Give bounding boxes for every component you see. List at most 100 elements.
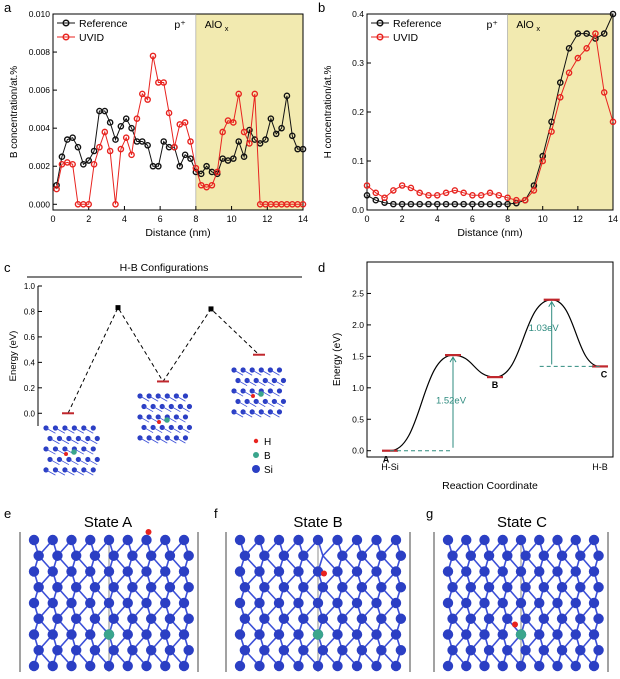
- si-atom: [376, 550, 387, 561]
- data-point-uvid: [390, 187, 397, 194]
- si-atom: [254, 534, 265, 546]
- si-bond: [270, 411, 280, 418]
- data-point-uvid: [609, 118, 617, 126]
- si-atom: [145, 550, 157, 561]
- si-bond: [74, 448, 85, 455]
- si-atom: [376, 613, 387, 624]
- data-point-reference: [363, 191, 371, 199]
- barrier-arrowhead: [548, 300, 556, 307]
- data-point-uvid: [556, 94, 564, 101]
- si-bond: [55, 427, 66, 434]
- si-atom: [276, 388, 283, 394]
- legend-marker: [376, 33, 384, 41]
- si-atom: [376, 645, 387, 656]
- structure-state-a: [19, 529, 199, 672]
- si-atom: [479, 566, 490, 577]
- si-atom: [182, 435, 189, 441]
- si-atom: [317, 613, 329, 624]
- data-point-uvid: [138, 90, 146, 98]
- barrier-label: 1.03eV: [529, 323, 560, 334]
- si-atom: [276, 367, 283, 373]
- si-atom: [312, 534, 324, 546]
- si-atom: [103, 534, 115, 546]
- x-tick-label: 0: [50, 214, 55, 224]
- si-bond: [167, 437, 177, 444]
- si-atom: [183, 645, 194, 656]
- data-point-reference: [203, 162, 210, 170]
- data-point-uvid: [192, 164, 200, 172]
- si-bond: [157, 395, 168, 402]
- si-atom: [588, 660, 600, 672]
- y-tick-label: 0.1: [352, 156, 364, 166]
- si-atom: [122, 566, 133, 577]
- chart-c-hb-configurations: H-B Configurations 0.0 0.2 0.4 0.6 0.8 1.0 Ener…: [8, 262, 302, 476]
- y-tick-label: 0.5: [352, 414, 364, 424]
- si-atom: [588, 566, 600, 577]
- b-atom: [515, 629, 527, 640]
- x-axis-label: Distance (nm): [145, 227, 210, 239]
- si-bond: [83, 469, 94, 476]
- si-bond: [176, 437, 186, 444]
- si-atom: [186, 403, 193, 410]
- si-bond: [49, 438, 60, 445]
- data-point-uvid: [565, 69, 573, 77]
- si-atom: [497, 660, 508, 672]
- si-bond: [68, 459, 79, 466]
- si-atom: [317, 645, 329, 656]
- si-atom: [356, 645, 368, 656]
- data-point-reference: [85, 157, 93, 164]
- si-bond: [78, 438, 89, 445]
- si-atom: [534, 566, 545, 577]
- si-bond: [87, 438, 98, 445]
- y-axis-label: Energy (eV): [8, 331, 19, 382]
- si-atom: [351, 566, 363, 577]
- si-atom: [556, 645, 568, 656]
- si-atom: [465, 582, 477, 593]
- si-atom: [395, 550, 407, 561]
- si-atom: [70, 550, 82, 561]
- data-point-reference: [272, 130, 280, 138]
- si-atom: [164, 645, 176, 656]
- data-point-reference: [197, 170, 205, 178]
- si-atom: [90, 467, 96, 473]
- si-atom: [280, 398, 287, 405]
- config-structure-2: [137, 393, 193, 444]
- si-atom: [390, 660, 402, 672]
- data-point-uvid: [398, 182, 406, 189]
- si-atom: [183, 550, 194, 561]
- legend-atom-label: B: [264, 451, 271, 462]
- data-point-reference: [80, 161, 87, 168]
- si-atom: [593, 550, 604, 561]
- y-tick-label: 0.4: [24, 358, 36, 367]
- data-point-uvid: [58, 161, 66, 168]
- si-atom: [234, 629, 246, 640]
- x-tick-label: 8: [193, 214, 198, 224]
- si-atom: [461, 566, 472, 577]
- b-atom: [103, 629, 115, 640]
- si-bond: [246, 401, 257, 408]
- si-atom: [465, 550, 477, 561]
- si-atom: [127, 582, 138, 593]
- si-atom: [390, 597, 402, 609]
- data-point-reference: [181, 151, 189, 159]
- barrier-label: 1.52eV: [436, 396, 467, 407]
- data-point-reference: [299, 145, 307, 153]
- si-atom: [145, 645, 157, 656]
- x-tick-label: 14: [608, 214, 618, 224]
- si-atom: [234, 597, 246, 609]
- data-point-uvid: [433, 191, 441, 199]
- si-atom: [312, 566, 324, 577]
- si-atom: [253, 398, 259, 405]
- si-atom: [356, 582, 368, 593]
- si-atom: [259, 582, 270, 593]
- si-bond: [274, 401, 284, 408]
- data-point-reference: [262, 136, 269, 143]
- data-point-uvid: [96, 143, 103, 151]
- si-atom: [239, 613, 251, 624]
- legend-marker: [376, 19, 384, 27]
- si-bond: [161, 406, 172, 413]
- si-bond: [148, 416, 159, 423]
- si-atom: [461, 660, 472, 672]
- data-point-uvid: [181, 119, 189, 126]
- si-atom: [575, 550, 586, 561]
